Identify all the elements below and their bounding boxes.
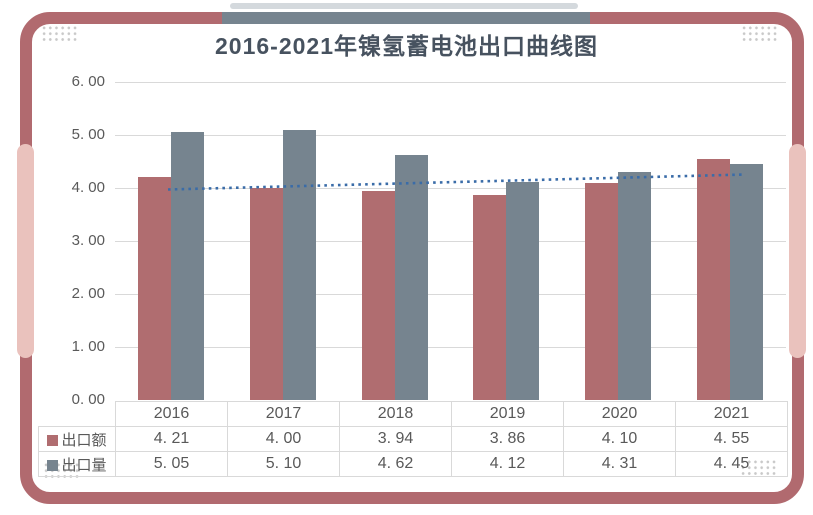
table-header-row: 2016 2017 2018 2019 2020 2021 [39, 401, 788, 427]
value-cell-export-volume-2016: 5. 05 [115, 451, 228, 477]
value-cell-export-value-2018: 3. 94 [339, 426, 452, 452]
year-header-2020: 2020 [563, 401, 676, 427]
legend-label-export-value: 出口额 [61, 431, 107, 449]
data-table: 2016 2017 2018 2019 2020 2021 出口额 4. 21 4. 00 3. … [38, 401, 788, 477]
bar-export-volume-2016 [170, 132, 204, 400]
value-cell-export-volume-2020: 4. 31 [563, 451, 676, 477]
left-edge-accent [17, 144, 34, 358]
year-header-2021: 2021 [675, 401, 788, 427]
value-cell-export-value-2017: 4. 00 [227, 426, 340, 452]
legend-swatch-export-volume [47, 459, 59, 471]
year-header-2018: 2018 [339, 401, 452, 427]
legend-cell-export-value: 出口额 [38, 426, 116, 452]
legend-label-export-volume: 出口量 [61, 456, 107, 474]
top-ribbon-accent [222, 12, 590, 24]
gridline [115, 135, 786, 136]
bar-export-volume-2017 [282, 129, 316, 400]
year-header-2017: 2017 [227, 401, 340, 427]
legend-swatch-export-value [47, 434, 59, 446]
bar-export-value-2017 [249, 188, 283, 400]
gridline [115, 188, 786, 189]
y-axis-tick-label: 5. 00 [71, 126, 105, 143]
table-corner-blank [39, 402, 116, 427]
y-axis-tick-label: 3. 00 [71, 232, 105, 249]
bar-export-volume-2020 [618, 171, 652, 400]
gridline [115, 82, 786, 83]
bar-export-value-2021 [697, 158, 731, 400]
year-header-2016: 2016 [115, 401, 228, 427]
value-cell-export-value-2020: 4. 10 [563, 426, 676, 452]
bar-export-value-2016 [137, 176, 171, 400]
table-row-export-value: 出口额 4. 21 4. 00 3. 94 3. 86 4. 10 4. 55 [38, 426, 788, 452]
gridline [115, 347, 786, 348]
bar-export-value-2019 [473, 195, 507, 400]
bar-export-volume-2018 [394, 155, 428, 400]
table-row-export-volume: 出口量 5. 05 5. 10 4. 62 4. 12 4. 31 4. 45 [38, 451, 788, 477]
y-axis-tick-label: 6. 00 [71, 73, 105, 90]
value-cell-export-volume-2018: 4. 62 [339, 451, 452, 477]
gridline [115, 294, 786, 295]
year-header-2019: 2019 [451, 401, 564, 427]
value-cell-export-value-2016: 4. 21 [115, 426, 228, 452]
top-ribbon-shadow [230, 3, 578, 9]
data-table-wrap: 2016 2017 2018 2019 2020 2021 出口额 4. 21 4. 00 3. … [38, 401, 788, 477]
gridline [115, 241, 786, 242]
right-edge-accent [789, 144, 806, 358]
y-axis-tick-label: 1. 00 [71, 338, 105, 355]
dot-grid-decoration-top-left [41, 25, 78, 42]
y-axis-tick-label: 4. 00 [71, 179, 105, 196]
value-cell-export-value-2021: 4. 55 [675, 426, 788, 452]
value-cell-export-volume-2021: 4. 45 [675, 451, 788, 477]
dot-grid-decoration-top-right [741, 25, 778, 42]
bar-export-value-2020 [585, 182, 619, 400]
value-cell-export-volume-2019: 4. 12 [451, 451, 564, 477]
legend-cell-export-volume: 出口量 [38, 451, 116, 477]
value-cell-export-value-2019: 3. 86 [451, 426, 564, 452]
bar-export-volume-2019 [506, 181, 540, 400]
bar-export-volume-2021 [730, 164, 764, 400]
y-axis-tick-label: 0. 00 [71, 391, 105, 408]
bar-export-value-2018 [361, 191, 395, 400]
y-axis-tick-label: 2. 00 [71, 285, 105, 302]
value-cell-export-volume-2017: 5. 10 [227, 451, 340, 477]
chart-title: 2016-2021年镍氢蓄电池出口曲线图 [215, 33, 598, 59]
